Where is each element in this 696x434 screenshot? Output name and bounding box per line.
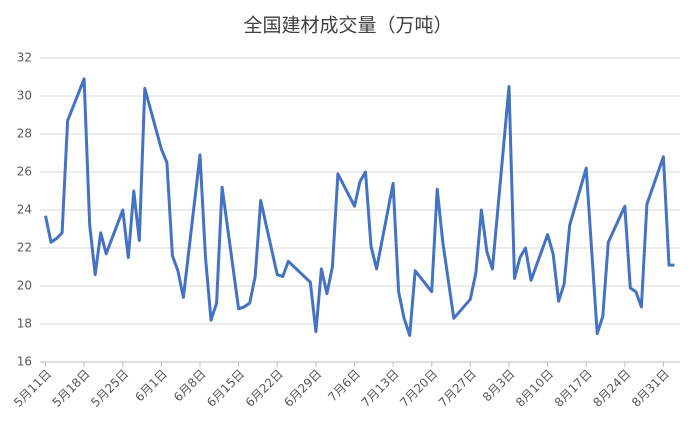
x-tick-label: 7月20日 — [397, 367, 440, 410]
x-tick-label: 7月6日 — [325, 367, 363, 405]
x-tick-label: 7月27日 — [436, 367, 479, 410]
x-tick-label: 8月31日 — [629, 367, 672, 410]
x-tick-label: 8月3日 — [480, 367, 518, 405]
x-tick-label: 7月13日 — [359, 367, 402, 410]
y-tick-label: 32 — [17, 51, 32, 65]
x-tick-label: 8月17日 — [552, 367, 595, 410]
x-tick-label: 6月15日 — [204, 367, 247, 410]
y-tick-label: 18 — [17, 317, 32, 331]
y-tick-label: 24 — [17, 203, 32, 217]
x-tick-label: 6月22日 — [243, 367, 286, 410]
chart-title: 全国建材成交量（万吨） — [243, 15, 452, 37]
y-tick-label: 20 — [17, 279, 32, 293]
data-line — [44, 77, 675, 337]
x-tick-label: 5月25日 — [88, 367, 131, 410]
y-tick-label: 30 — [17, 89, 32, 103]
x-tick-label: 5月18日 — [50, 367, 93, 410]
y-tick-label: 16 — [17, 355, 32, 369]
x-tick-label: 6月8日 — [171, 367, 209, 405]
x-tick-label: 8月10日 — [513, 367, 556, 410]
y-tick-label: 22 — [17, 241, 32, 255]
y-tick-label: 28 — [17, 127, 32, 141]
x-tick-label: 5月11日 — [11, 367, 54, 410]
x-tick-label: 6月1日 — [132, 367, 170, 405]
y-tick-label: 26 — [17, 165, 32, 179]
x-tick-label: 8月24日 — [590, 367, 633, 410]
x-tick-label: 6月29日 — [281, 367, 324, 410]
